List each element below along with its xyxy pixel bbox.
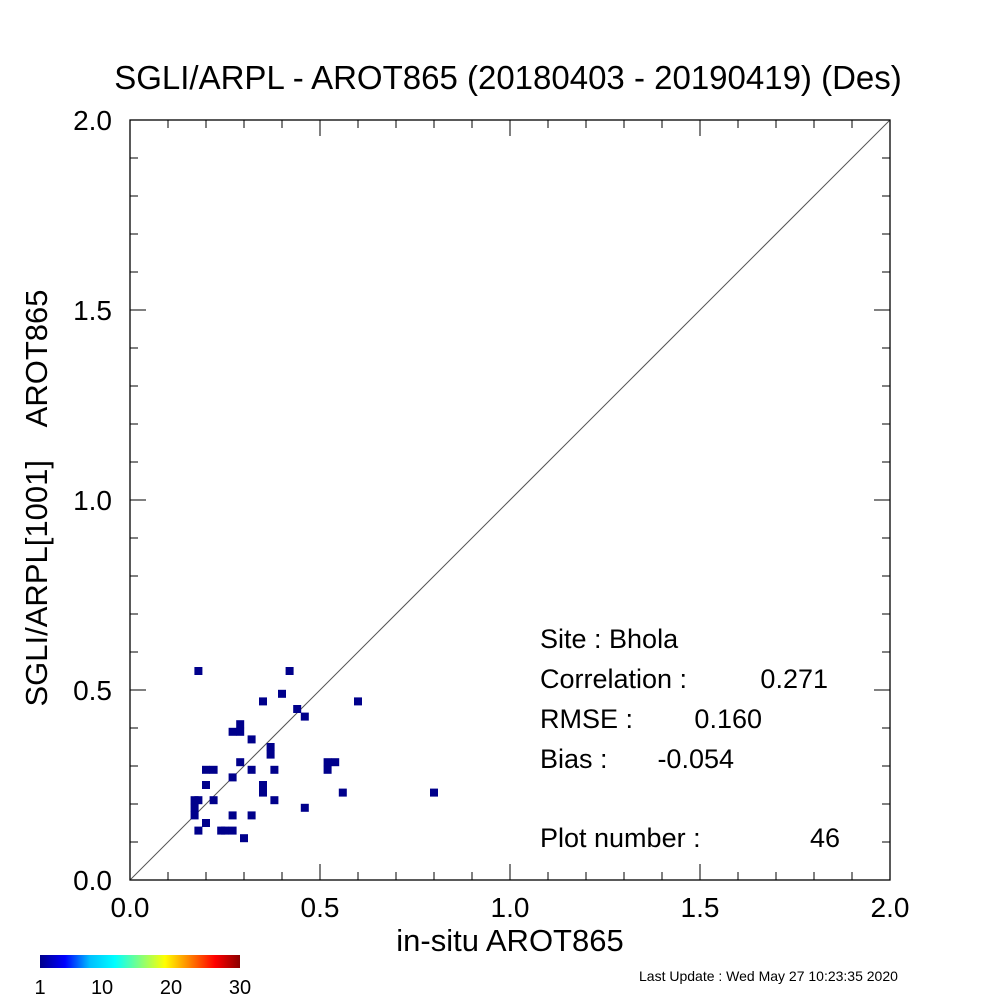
data-point bbox=[190, 803, 199, 812]
data-point bbox=[202, 781, 210, 789]
colorbar: 1 10 20 30 bbox=[34, 955, 251, 999]
last-update-text: Last Update : Wed May 27 10:23:35 2020 bbox=[639, 968, 898, 984]
x-axis-title: in-situ AROT865 bbox=[396, 923, 623, 958]
data-point bbox=[202, 765, 210, 774]
y-axis-title: SGLI/ARPL[1001] AROT865 bbox=[19, 289, 54, 706]
data-point bbox=[278, 689, 286, 698]
plot-number-label: Plot number : bbox=[540, 823, 701, 853]
y-tick-label: 0.0 bbox=[73, 865, 112, 896]
x-tick-label: 1.0 bbox=[491, 892, 530, 923]
axis-ticks bbox=[129, 119, 891, 881]
data-point bbox=[221, 826, 229, 835]
data-point bbox=[293, 705, 302, 713]
plot-number-value: 46 bbox=[810, 823, 840, 853]
y-tick-label: 2.0 bbox=[73, 105, 112, 136]
y-tick-labels: 0.0 0.5 1.0 1.5 2.0 bbox=[73, 105, 112, 896]
data-point bbox=[354, 697, 362, 706]
data-point bbox=[323, 765, 332, 774]
chart-title: SGLI/ARPL - AROT865 (20180403 - 20190419… bbox=[114, 59, 902, 96]
data-point bbox=[247, 735, 256, 744]
y-tick-label: 1.5 bbox=[73, 295, 112, 326]
data-point bbox=[236, 720, 245, 729]
one-to-one-line bbox=[129, 119, 891, 881]
stats-block: Site : Bhola Correlation : 0.271 RMSE : … bbox=[540, 624, 840, 853]
data-point bbox=[259, 781, 267, 789]
x-tick-label: 2.0 bbox=[871, 892, 910, 923]
data-point bbox=[259, 788, 267, 797]
data-point bbox=[236, 758, 245, 767]
x-tick-label: 0.5 bbox=[301, 892, 340, 923]
colorbar-label: 30 bbox=[229, 977, 251, 999]
colorbar-strip bbox=[40, 955, 240, 968]
rmse-label: RMSE : bbox=[540, 704, 633, 734]
y-tick-label: 1.0 bbox=[73, 485, 112, 516]
data-point bbox=[270, 796, 279, 805]
data-point bbox=[202, 819, 210, 827]
site-label: Site : Bhola bbox=[540, 624, 679, 654]
data-point bbox=[209, 796, 218, 805]
data-point bbox=[240, 834, 248, 843]
colorbar-labels: 1 10 20 30 bbox=[34, 977, 251, 999]
bias-label: Bias : bbox=[540, 744, 608, 774]
data-point bbox=[228, 727, 237, 736]
data-point bbox=[209, 765, 218, 774]
x-tick-label: 0.0 bbox=[111, 892, 150, 923]
data-point bbox=[194, 826, 203, 835]
bias-value: -0.054 bbox=[657, 744, 734, 774]
data-point bbox=[285, 667, 294, 675]
data-point bbox=[430, 788, 438, 797]
x-tick-labels: 0.0 0.5 1.0 1.5 2.0 bbox=[111, 892, 910, 923]
data-points bbox=[190, 667, 438, 843]
data-point bbox=[247, 811, 256, 820]
data-point bbox=[266, 750, 275, 759]
data-point bbox=[247, 765, 256, 774]
data-point bbox=[266, 743, 275, 751]
colorbar-label: 1 bbox=[34, 977, 45, 999]
colorbar-label: 10 bbox=[91, 977, 113, 999]
data-point bbox=[236, 727, 245, 736]
colorbar-label: 20 bbox=[160, 977, 182, 999]
correlation-label: Correlation : bbox=[540, 664, 687, 694]
data-point bbox=[194, 796, 203, 805]
plot-area bbox=[129, 119, 891, 881]
y-tick-label: 0.5 bbox=[73, 675, 112, 706]
data-point bbox=[331, 758, 340, 767]
data-point bbox=[228, 811, 237, 820]
data-point bbox=[300, 712, 309, 721]
data-point bbox=[228, 773, 237, 782]
data-point bbox=[190, 811, 199, 820]
data-point bbox=[270, 765, 279, 774]
rmse-value: 0.160 bbox=[694, 704, 762, 734]
correlation-value: 0.271 bbox=[760, 664, 828, 694]
data-point bbox=[338, 788, 347, 797]
data-point bbox=[228, 826, 237, 835]
data-point bbox=[323, 758, 332, 767]
data-point bbox=[300, 803, 309, 812]
x-tick-label: 1.5 bbox=[681, 892, 720, 923]
data-point bbox=[259, 697, 267, 706]
data-point bbox=[194, 667, 203, 675]
